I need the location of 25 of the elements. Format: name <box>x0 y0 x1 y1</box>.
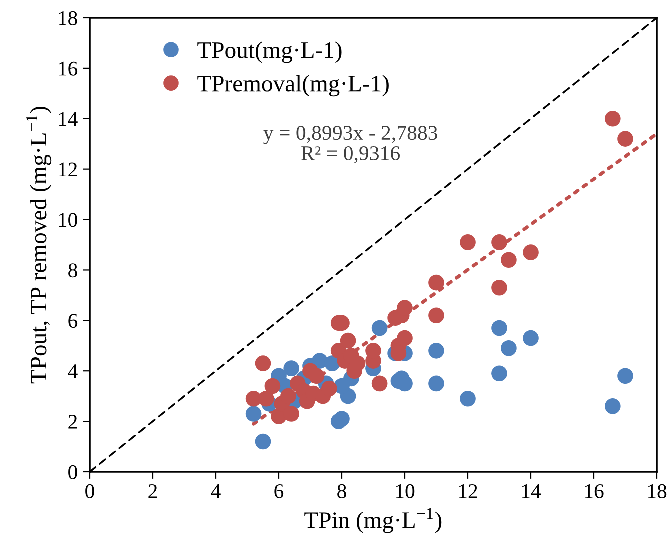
y-tick-label: 12 <box>59 162 78 177</box>
x-tick-label: 10 <box>396 484 415 498</box>
x-axis-title: TPin (mg·L$^{−1}$) <box>304 508 442 534</box>
x-tick-label: 0 <box>86 484 94 498</box>
x-tick-label: 2 <box>148 484 158 498</box>
y-tick-label: 0 <box>68 465 78 480</box>
y-tick-label: 16 <box>59 62 78 76</box>
y-tick-label: 6 <box>68 314 78 328</box>
x-tick-label: 6 <box>274 484 284 498</box>
x-tick-label: 16 <box>585 484 604 498</box>
y-tick-label: 4 <box>68 364 78 378</box>
legend-label: TPremoval(mg·L-1) <box>198 75 389 97</box>
y-tick-label: 8 <box>68 264 78 278</box>
annotation: y = 0,8993x - 2,7883 R² = 0,9316 <box>264 126 438 164</box>
y-tick-label: 14 <box>59 112 78 126</box>
y-tick-label: 18 <box>59 11 78 26</box>
x-tick-label: 4 <box>211 484 221 498</box>
y-tick-label: 10 <box>59 213 78 228</box>
x-tick-label: 12 <box>459 484 478 498</box>
y-axis-title: TPout, TP removed (mg·L$^{−1}$) <box>26 106 52 384</box>
x-tick-label: 14 <box>522 484 542 498</box>
x-tick-label: 8 <box>338 484 346 498</box>
x-tick-label: 18 <box>648 484 667 498</box>
legend-label: TPout(mg·L-1) <box>198 42 342 64</box>
y-tick-label: 2 <box>68 414 78 429</box>
